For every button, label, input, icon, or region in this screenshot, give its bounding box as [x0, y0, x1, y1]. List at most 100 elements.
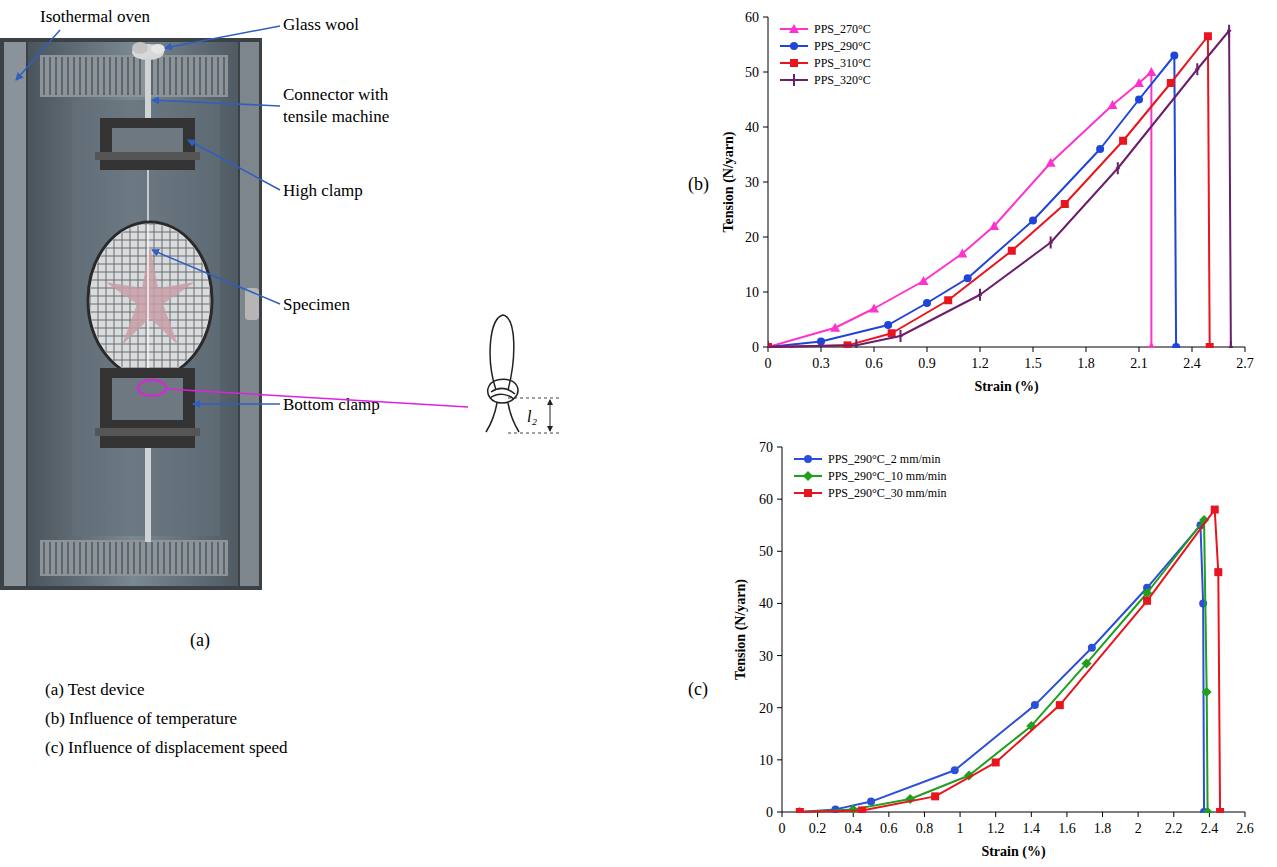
x-tick-label: 2.1 — [1130, 356, 1148, 371]
data-point — [795, 807, 805, 813]
x-tick — [980, 347, 981, 352]
y-tick — [763, 72, 768, 73]
data-point — [1202, 687, 1212, 697]
grille — [40, 540, 228, 576]
y-tick — [763, 17, 768, 18]
data-point — [796, 808, 804, 813]
mesh-grid — [88, 220, 212, 380]
oven-chamber — [28, 42, 238, 586]
y-tick-label: 10 — [759, 753, 773, 768]
grille-bar — [223, 57, 225, 95]
dimension-arrow — [550, 400, 551, 431]
device-label: Glass wool — [283, 15, 359, 34]
x-tick — [1086, 347, 1087, 352]
legend-label: PPS_290°C — [814, 39, 871, 53]
y-tick-label: 50 — [745, 65, 759, 80]
x-tick — [821, 347, 822, 352]
x-tick-label: 0.3 — [812, 356, 830, 371]
y-tick-label: 20 — [759, 701, 773, 716]
data-point — [992, 758, 1000, 766]
grille-bar — [145, 542, 147, 574]
x-tick — [1102, 812, 1103, 817]
y-tick-label: 20 — [745, 230, 759, 245]
grille-bar — [103, 542, 105, 574]
data-point — [1203, 807, 1213, 813]
grille-bar — [115, 542, 117, 574]
rod — [145, 446, 151, 542]
series-line — [800, 525, 1204, 812]
legend-label: PPS_310°C — [814, 56, 871, 70]
data-point — [1172, 343, 1180, 348]
y-axis-title: Tension (N/yarn) — [733, 579, 749, 680]
mesh-line — [210, 220, 211, 380]
data-point — [944, 296, 952, 304]
mesh-line — [186, 220, 187, 380]
legend-label: PPS_320°C — [814, 73, 871, 87]
star — [105, 245, 195, 345]
grille-bar — [193, 57, 195, 95]
glass-wool — [132, 42, 148, 54]
x-tick-label: 0.8 — [916, 821, 934, 836]
grille-bar — [49, 57, 51, 95]
grille-bar — [109, 57, 111, 95]
device-photo — [0, 38, 262, 590]
x-tick-label: 2.4 — [1183, 356, 1201, 371]
panel-letter: (c) — [688, 679, 708, 700]
y-tick-label: 40 — [759, 596, 773, 611]
legend-marker — [792, 74, 796, 86]
grille-bar — [205, 57, 207, 95]
data-point — [1214, 568, 1222, 576]
rod — [145, 58, 151, 120]
grille-bar — [127, 57, 129, 95]
high-clamp — [100, 118, 195, 170]
y-tick — [777, 551, 782, 552]
mesh-line — [88, 352, 212, 353]
panel-letter: (a) — [190, 630, 210, 651]
knot-highlight — [138, 380, 166, 396]
grille-bar — [61, 542, 63, 574]
x-tick — [1245, 347, 1246, 352]
data-point — [1029, 217, 1037, 225]
data-point — [1135, 96, 1143, 104]
x-tick-label: 0.4 — [844, 821, 862, 836]
grille-bar — [121, 542, 123, 574]
legend-marker — [790, 42, 798, 50]
plot-area — [768, 25, 1233, 348]
grille-bar — [151, 57, 153, 95]
data-point — [1046, 158, 1056, 167]
grille-bar — [67, 542, 69, 574]
data-point — [1031, 701, 1039, 709]
x-tick — [1192, 347, 1193, 352]
panel-letter: (b) — [688, 174, 709, 195]
data-point — [869, 304, 879, 313]
x-tick-label: 1.6 — [1058, 821, 1076, 836]
label-arrow — [165, 26, 280, 48]
legend-marker — [789, 24, 799, 33]
data-point — [989, 221, 999, 230]
grille-bar — [205, 542, 207, 574]
mesh-line — [88, 320, 212, 321]
caption: (b) Influence of temperature — [45, 709, 237, 728]
mesh-line — [88, 224, 212, 225]
x-tick — [927, 347, 928, 352]
data-point — [796, 808, 804, 813]
label-line: Bottom clamp — [283, 395, 380, 414]
x-tick — [960, 812, 961, 817]
chart: 00.20.40.60.811.21.41.61.822.22.42.60102… — [733, 440, 1254, 860]
grille-bar — [163, 542, 165, 574]
y-tick-label: 30 — [745, 175, 759, 190]
grille-bar — [127, 542, 129, 574]
mesh-line — [122, 220, 123, 380]
grille-bar — [175, 542, 177, 574]
data-point — [899, 330, 903, 342]
data-point — [1049, 237, 1053, 249]
data-point — [1119, 137, 1127, 145]
label-arrow — [188, 140, 280, 190]
grille-bar — [79, 57, 81, 95]
grille-bar — [73, 542, 75, 574]
x-tick-label: 0.6 — [865, 356, 883, 371]
y-tick — [763, 127, 768, 128]
grille-bar — [217, 542, 219, 574]
y-tick-label: 10 — [745, 285, 759, 300]
y-tick-label: 70 — [759, 440, 773, 455]
